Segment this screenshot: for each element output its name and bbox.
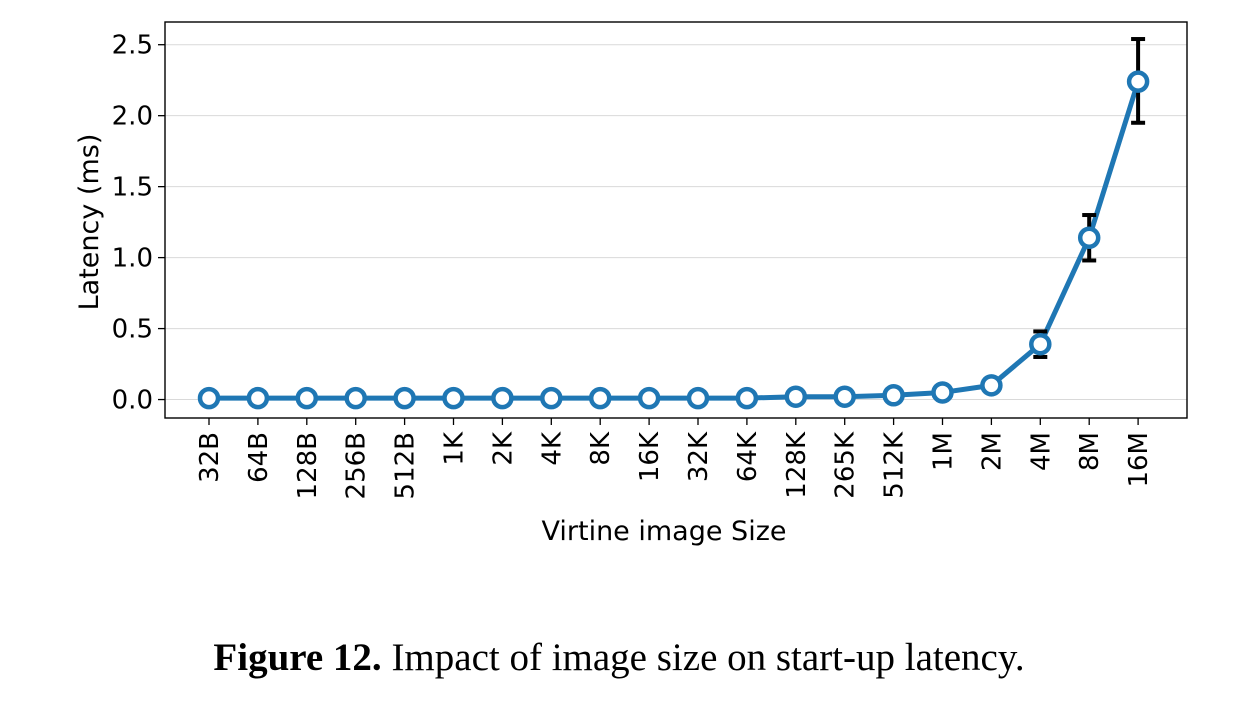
x-tick-label: 512B: [391, 432, 421, 499]
data-point: [442, 386, 465, 410]
y-tick-label: 0.0: [112, 386, 153, 416]
data-point: [686, 386, 710, 410]
x-tick-label: 16M: [1124, 432, 1154, 488]
series-latency: [206, 79, 1141, 401]
x-tick-label: 256B: [342, 432, 372, 499]
data-point: [540, 386, 563, 410]
chart: 0.0 0.5 1.0 1.5 2.0 2.5 32B 64B 128B 256B 512B 1K 2…: [74, 21, 1188, 547]
x-tick-label: 64K: [733, 431, 763, 482]
data-point: [588, 386, 612, 410]
x-tick-label: 512K: [880, 431, 910, 499]
x-tick-label: 1K: [440, 431, 470, 466]
x-tick-label: 32B: [195, 432, 225, 483]
x-tick-label: 64B: [244, 432, 274, 483]
x-tick-label: 16K: [635, 431, 665, 482]
x-tick-label: 128B: [293, 432, 323, 499]
x-tick-label: 2M: [977, 432, 1007, 471]
y-tick-label: 0.5: [112, 315, 153, 345]
data-point: [637, 386, 661, 410]
data-point: [344, 386, 367, 410]
data-point: [295, 386, 319, 410]
x-tick-label: 32K: [684, 431, 714, 482]
x-axis-title: Virtine image Size: [542, 516, 787, 547]
x-tick-label: 8K: [586, 431, 616, 466]
x-axis-ticks: 32B 64B 128B 256B 512B 1K 2K 4K 8K 16K 32K 64K 128K 2…: [195, 418, 1154, 499]
data-point: [980, 374, 1003, 397]
data-point: [491, 386, 514, 410]
x-tick-label: 1M: [929, 432, 959, 471]
y-tick-label: 2.5: [112, 31, 153, 61]
x-tick-label: 4K: [537, 431, 567, 466]
data-point: [735, 386, 759, 410]
data-points: [197, 70, 1150, 410]
data-point: [197, 386, 221, 410]
grid-lines: [165, 44, 1187, 401]
data-point: [931, 381, 954, 404]
data-point: [833, 385, 856, 408]
y-tick-label: 1.0: [112, 244, 153, 274]
x-tick-label: 2K: [488, 431, 518, 466]
data-point: [1029, 332, 1052, 356]
data-point: [246, 386, 270, 410]
y-axis-ticks: 0.0 0.5 1.0 1.5 2.0 2.5: [112, 31, 165, 416]
plot-frame: [164, 21, 1188, 419]
x-tick-label: 8M: [1075, 432, 1105, 471]
figure-label: Figure 12.: [213, 636, 382, 679]
y-tick-label: 1.5: [112, 173, 153, 203]
figure-caption-text: Impact of image size on start-up latency…: [381, 636, 1025, 679]
y-tick-label: 2.0: [112, 102, 153, 132]
data-point: [784, 385, 808, 408]
x-tick-label: 265K: [831, 431, 861, 499]
data-point: [882, 384, 905, 407]
data-point: [1126, 70, 1150, 93]
data-point: [393, 386, 416, 410]
data-point: [1077, 226, 1101, 249]
x-tick-label: 4M: [1026, 432, 1056, 471]
y-axis-title: Latency (ms): [74, 134, 105, 311]
series-line: [206, 79, 1141, 401]
figure-caption: Figure 12. Impact of image size on start…: [0, 635, 1238, 680]
x-tick-label: 128K: [782, 431, 812, 499]
